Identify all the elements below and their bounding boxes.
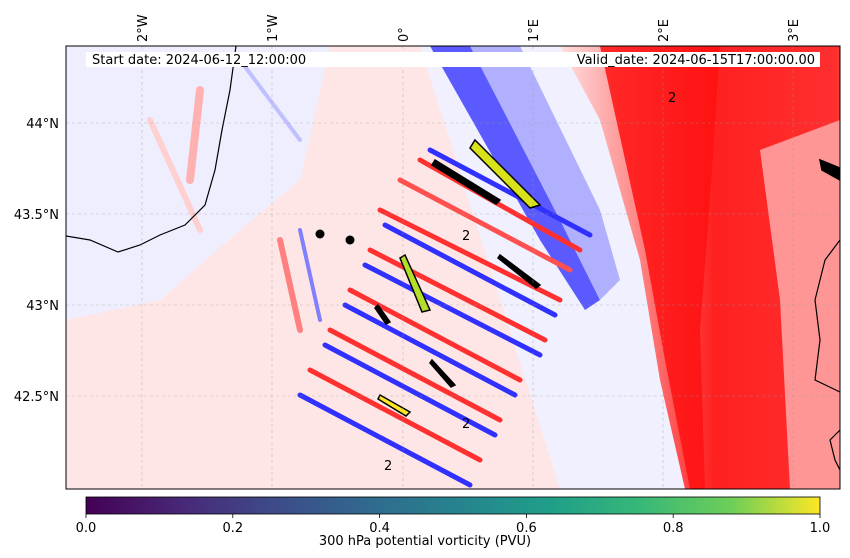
coastline-east-south	[829, 429, 840, 471]
colorbar-title: 300 hPa potential vorticity (PVU)	[319, 534, 531, 549]
pv-streak	[469, 138, 542, 209]
pv-streak	[377, 393, 412, 417]
lon-label: 0°	[397, 27, 412, 42]
start-date-label: Start date: 2024-06-12_12:00:00	[92, 53, 306, 68]
gridlines	[66, 46, 840, 489]
colorbar-tick-label: 0.6	[516, 521, 537, 536]
colorbar-tick-label: 0.8	[663, 521, 684, 536]
pv-streak	[399, 253, 432, 313]
contour-label: 2	[668, 91, 676, 106]
lat-labels: 44°N 43.5°N 43°N 42.5°N	[14, 117, 59, 405]
lon-label: 3°E	[787, 19, 802, 42]
date-strip	[86, 52, 820, 67]
colorbar-tick-label: 0.4	[369, 521, 390, 536]
station-marker	[315, 229, 325, 239]
colorbar-tick-label: 0.0	[76, 521, 97, 536]
colorbar-ticks	[85, 514, 821, 518]
vorticity-field: 2 2 2 2	[66, 46, 840, 489]
lon-labels: 2°W 1°W 0° 1°E 2°E 3°E	[136, 14, 802, 42]
lat-label: 44°N	[26, 117, 59, 132]
station-marker	[345, 235, 355, 245]
lat-label: 42.5°N	[14, 390, 59, 405]
field-blue-band-light	[470, 46, 620, 300]
lat-label: 43.5°N	[14, 208, 59, 223]
coastline-west	[66, 46, 237, 253]
contour-label: 2	[384, 459, 392, 474]
map-frame	[65, 45, 841, 490]
field-pale-blue	[66, 46, 330, 320]
lon-label: 2°E	[657, 19, 672, 42]
colorbar-gradient	[85, 496, 821, 515]
lon-label: 1°W	[266, 14, 281, 42]
lat-label: 43°N	[26, 299, 59, 314]
contour-label: 2	[462, 417, 470, 432]
field-red-east	[760, 120, 840, 489]
coastline	[66, 46, 840, 471]
pv-streak	[818, 158, 840, 181]
pv-streak	[496, 253, 542, 289]
pv-streak	[374, 303, 392, 325]
pv-streak	[430, 158, 502, 205]
colorbar-tick-label: 0.2	[222, 521, 243, 536]
field-red-core	[600, 46, 720, 489]
field-wave-bands	[147, 58, 593, 488]
coastline-east	[814, 239, 840, 393]
pv-streak	[429, 358, 457, 388]
field-blue-band	[430, 46, 600, 310]
pv-streaks	[374, 138, 840, 417]
colorbar: 0.0 0.2 0.4 0.6 0.8 1.0 300 hPa potentia…	[76, 496, 831, 549]
lon-label: 1°E	[527, 19, 542, 42]
lon-label: 2°W	[136, 14, 151, 42]
valid-date-label: Valid_date: 2024-06-15T17:00:00.00	[577, 53, 815, 68]
contour-label: 2	[462, 229, 470, 244]
colorbar-tick-label: 1.0	[810, 521, 831, 536]
